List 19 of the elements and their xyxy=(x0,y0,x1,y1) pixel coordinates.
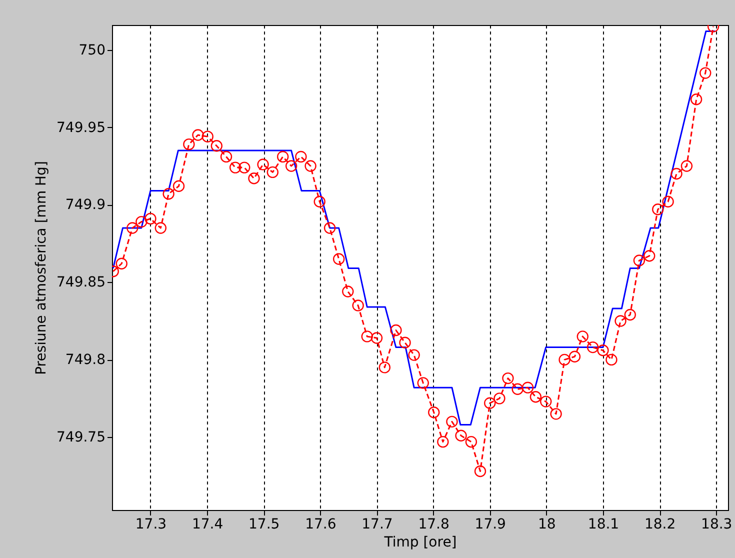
x-tick-label: 17.9 xyxy=(474,516,506,532)
y-tick-label: 749.9 xyxy=(65,197,106,214)
y-tick-label: 749.85 xyxy=(56,274,106,291)
x-tick-label: 17.4 xyxy=(192,516,224,532)
x-tick-label: 18.2 xyxy=(644,516,676,532)
y-tick-label: 749.8 xyxy=(65,352,106,368)
x-tick-label: 17.7 xyxy=(362,516,393,532)
x-tick-label: 17.8 xyxy=(418,516,450,532)
x-tick-label: 18.1 xyxy=(588,516,620,532)
x-tick-label: 17.3 xyxy=(135,516,167,532)
x-tick-label: 18 xyxy=(538,516,556,532)
x-tick-label: 18.3 xyxy=(701,516,732,532)
y-tick-label: 749.75 xyxy=(56,430,106,446)
y-axis-title: Presiune atmosferica [mm Hg] xyxy=(34,161,50,375)
x-tick-label: 17.6 xyxy=(305,516,336,532)
y-tick-label: 749.95 xyxy=(56,120,106,136)
y-tick-label: 750 xyxy=(78,42,106,58)
x-axis-title: Timp [ore] xyxy=(383,534,457,550)
x-tick-label: 17.5 xyxy=(248,516,280,532)
